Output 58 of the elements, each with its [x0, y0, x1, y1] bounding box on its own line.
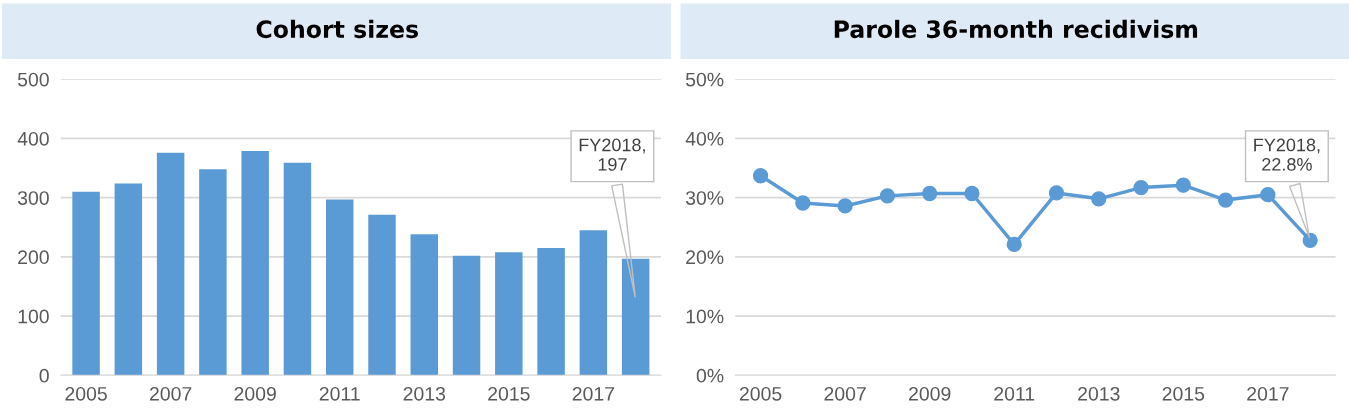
point	[1217, 192, 1234, 208]
y-tick-label: 10%	[686, 309, 724, 324]
y-tick-label: 0	[39, 368, 49, 383]
point	[879, 188, 896, 204]
x-tick-label: 2017	[1247, 386, 1289, 401]
y-tick-label: 300	[17, 191, 49, 205]
annotation: FY2018, 22.8%	[1254, 138, 1320, 171]
point	[837, 198, 853, 214]
x-tick-label: 2013	[403, 386, 446, 401]
x-tick-label: 2009	[234, 386, 276, 401]
bar	[72, 191, 100, 376]
y-tick-label: 400	[17, 131, 49, 146]
point	[1048, 185, 1065, 201]
bar	[325, 199, 354, 376]
y-tick-label: 50%	[685, 72, 724, 87]
x-tick-label: 2007	[824, 386, 866, 401]
x-tick-label: 2005	[65, 386, 107, 401]
point	[1091, 191, 1107, 207]
point	[1175, 177, 1191, 193]
point	[1133, 179, 1149, 196]
point	[1260, 187, 1276, 203]
y-tick-label: 500	[17, 72, 49, 87]
bar	[495, 252, 523, 376]
point	[922, 185, 938, 202]
bar	[621, 258, 650, 376]
x-tick-label: 2013	[1078, 386, 1120, 401]
chart-title: Parole 36-month recidivism	[834, 19, 1198, 39]
x-tick-label: 2011	[994, 386, 1035, 401]
y-tick-label: 40%	[685, 131, 724, 146]
y-tick-label: 0%	[696, 368, 724, 383]
point	[964, 185, 980, 202]
point	[795, 195, 811, 211]
x-tick-label: 2005	[739, 386, 782, 401]
x-tick-label: 2015	[488, 386, 530, 401]
y-tick-label: 20%	[686, 250, 724, 265]
y-tick-label: 200	[18, 250, 49, 265]
x-tick-label: 2007	[149, 386, 192, 401]
x-tick-label: 2015	[1162, 386, 1205, 401]
chart-title: Cohort sizes	[256, 19, 418, 39]
bar	[199, 169, 227, 376]
bar	[410, 234, 439, 376]
bar	[537, 247, 565, 376]
x-tick-label: 2017	[572, 386, 615, 401]
bar	[283, 162, 312, 376]
point	[1006, 236, 1022, 253]
point	[752, 168, 769, 184]
x-tick-label: 2009	[909, 386, 951, 401]
annotation: FY2018, 197	[579, 138, 645, 171]
y-tick-label: 100	[18, 309, 49, 324]
bar	[241, 150, 269, 376]
bar	[452, 255, 481, 376]
x-tick-label: 2011	[319, 386, 360, 401]
bar	[114, 183, 143, 376]
y-tick-label: 30%	[685, 191, 724, 205]
bar	[156, 152, 185, 376]
point	[1302, 232, 1318, 248]
bar	[579, 230, 608, 376]
bar	[368, 214, 396, 376]
